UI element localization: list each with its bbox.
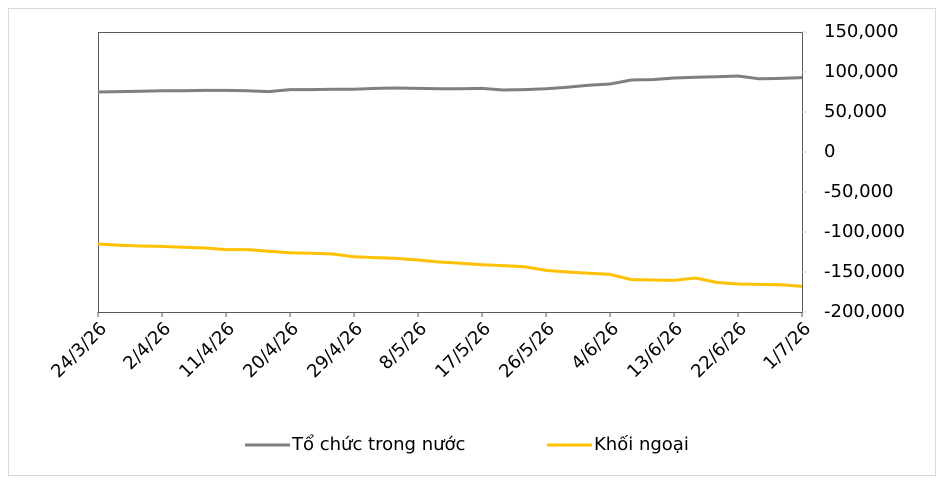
series-line — [97, 74, 803, 94]
y-tick-label: 0 — [824, 141, 835, 162]
y-tick-label: 150,000 — [824, 21, 898, 42]
plot-frame — [98, 32, 803, 313]
y-tick-label: 50,000 — [824, 101, 887, 122]
legend-label: Tổ chức trong nước — [291, 434, 465, 455]
y-tick-label: -150,000 — [824, 261, 905, 282]
chart-frame — [8, 8, 936, 476]
legend-label: Khối ngoại — [594, 434, 689, 455]
series-line — [97, 242, 803, 288]
y-tick-label: -50,000 — [824, 181, 893, 202]
y-tick-label: -100,000 — [824, 221, 905, 242]
y-tick-label: -200,000 — [824, 301, 905, 322]
y-tick-label: 100,000 — [824, 61, 898, 82]
